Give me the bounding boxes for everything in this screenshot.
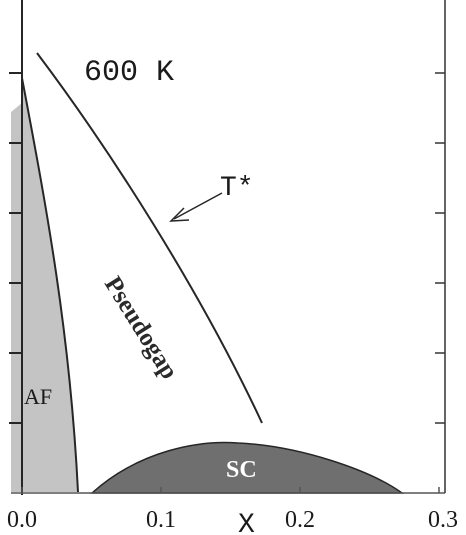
sc-dome	[90, 441, 405, 494]
sc-label: SC	[226, 457, 257, 483]
x-tick-label-3: 0.3	[428, 507, 458, 533]
x-tick-label-2: 0.2	[285, 507, 315, 533]
right-tick-marks	[435, 72, 445, 424]
t-star-label: T*	[220, 173, 254, 204]
x-tick-label-0: 0.0	[7, 507, 37, 533]
left-tick-marks	[9, 72, 22, 424]
t-star-line	[36, 52, 263, 424]
t-star-arrow	[173, 192, 223, 220]
x-tick-marks	[21, 487, 440, 493]
x-tick-label-1: 0.1	[146, 507, 176, 533]
pseudogap-label: Pseudogap	[99, 272, 183, 384]
t-star-arrow-head	[169, 207, 190, 222]
af-boundary-line	[21, 77, 79, 493]
temperature-label: 600 K	[84, 56, 174, 90]
af-label: AF	[24, 384, 52, 409]
x-axis-label: X	[238, 510, 255, 535]
af-region	[11, 78, 78, 492]
